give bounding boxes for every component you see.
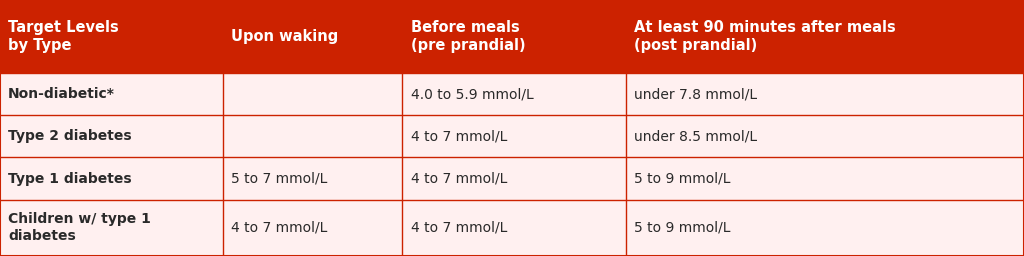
Bar (0, 0, 1024, 73)
Text: Type 2 diabetes: Type 2 diabetes (8, 129, 132, 143)
Text: under 8.5 mmol/L: under 8.5 mmol/L (634, 129, 757, 143)
Text: 4 to 7 mmol/L: 4 to 7 mmol/L (411, 172, 507, 186)
Bar (0, 115, 1024, 157)
Text: Upon waking: Upon waking (231, 29, 339, 44)
Text: 4 to 7 mmol/L: 4 to 7 mmol/L (411, 221, 507, 235)
Text: 5 to 9 mmol/L: 5 to 9 mmol/L (634, 172, 730, 186)
Text: Children w/ type 1
diabetes: Children w/ type 1 diabetes (8, 212, 152, 243)
Text: under 7.8 mmol/L: under 7.8 mmol/L (634, 87, 757, 101)
Bar (0, 157, 1024, 200)
Bar (0, 73, 1024, 115)
Text: 4.0 to 5.9 mmol/L: 4.0 to 5.9 mmol/L (411, 87, 534, 101)
Text: Before meals
(pre prandial): Before meals (pre prandial) (411, 20, 525, 53)
Bar (0, 200, 1024, 256)
Text: Non-diabetic*: Non-diabetic* (8, 87, 115, 101)
Text: 4 to 7 mmol/L: 4 to 7 mmol/L (411, 129, 507, 143)
Text: At least 90 minutes after meals
(post prandial): At least 90 minutes after meals (post pr… (634, 20, 896, 53)
Text: 5 to 7 mmol/L: 5 to 7 mmol/L (231, 172, 328, 186)
Text: 5 to 9 mmol/L: 5 to 9 mmol/L (634, 221, 730, 235)
Text: 4 to 7 mmol/L: 4 to 7 mmol/L (231, 221, 328, 235)
Text: Type 1 diabetes: Type 1 diabetes (8, 172, 132, 186)
Text: Target Levels
by Type: Target Levels by Type (8, 20, 119, 53)
